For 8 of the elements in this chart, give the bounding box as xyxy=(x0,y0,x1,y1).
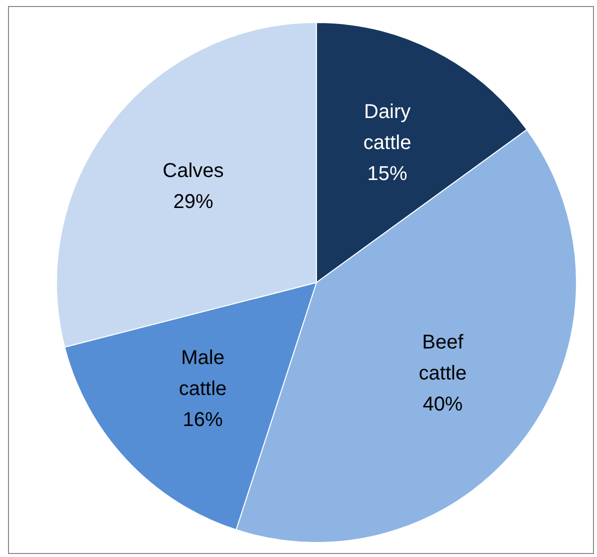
data-label: 40% xyxy=(422,394,463,416)
data-label: 15% xyxy=(367,163,408,186)
slice-label: Male cattle xyxy=(178,346,227,400)
slice-label: Calves xyxy=(162,160,224,182)
data-label: 29% xyxy=(173,190,214,213)
slice-label: Beef cattle xyxy=(418,332,467,385)
data-label: 16% xyxy=(182,408,224,431)
slice-label: Dairy cattle xyxy=(363,101,412,154)
